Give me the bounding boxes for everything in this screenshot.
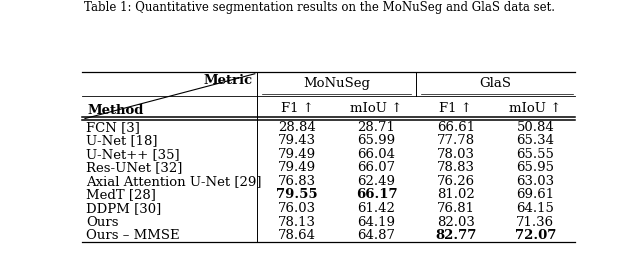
Text: 76.03: 76.03	[278, 202, 316, 215]
Text: 64.19: 64.19	[358, 216, 396, 229]
Text: Ours: Ours	[86, 216, 119, 229]
Text: Method: Method	[88, 104, 144, 117]
Text: 82.03: 82.03	[437, 216, 475, 229]
Text: 71.36: 71.36	[516, 216, 554, 229]
Text: 81.02: 81.02	[437, 188, 475, 201]
Text: 28.84: 28.84	[278, 121, 316, 134]
Text: 78.83: 78.83	[437, 161, 475, 175]
Text: 78.13: 78.13	[278, 216, 316, 229]
Text: F1 ↑: F1 ↑	[440, 102, 472, 115]
Text: 76.83: 76.83	[278, 175, 316, 188]
Text: 65.34: 65.34	[516, 134, 554, 147]
Text: MoNuSeg: MoNuSeg	[303, 77, 371, 90]
Text: mIoU ↑: mIoU ↑	[509, 102, 561, 115]
Text: 79.55: 79.55	[276, 188, 318, 201]
Text: 65.55: 65.55	[516, 148, 554, 161]
Text: 63.03: 63.03	[516, 175, 554, 188]
Text: F1 ↑: F1 ↑	[280, 102, 314, 115]
Text: 78.03: 78.03	[437, 148, 475, 161]
Text: Metric: Metric	[204, 74, 252, 87]
Text: 66.07: 66.07	[357, 161, 396, 175]
Text: U-Net++ [35]: U-Net++ [35]	[86, 148, 180, 161]
Text: 61.42: 61.42	[358, 202, 396, 215]
Text: 72.07: 72.07	[515, 229, 556, 242]
Text: 65.95: 65.95	[516, 161, 554, 175]
Text: Ours – MMSE: Ours – MMSE	[86, 229, 180, 242]
Text: mIoU ↑: mIoU ↑	[350, 102, 403, 115]
Text: 77.78: 77.78	[437, 134, 475, 147]
Text: 66.17: 66.17	[356, 188, 397, 201]
Text: U-Net [18]: U-Net [18]	[86, 134, 158, 147]
Text: FCN [3]: FCN [3]	[86, 121, 140, 134]
Text: GlaS: GlaS	[479, 77, 511, 90]
Text: 66.04: 66.04	[358, 148, 396, 161]
Text: 82.77: 82.77	[435, 229, 477, 242]
Text: 79.43: 79.43	[278, 134, 316, 147]
Text: 69.61: 69.61	[516, 188, 554, 201]
Text: Axial Attention U-Net [29]: Axial Attention U-Net [29]	[86, 175, 262, 188]
Text: 78.64: 78.64	[278, 229, 316, 242]
Text: 79.49: 79.49	[278, 148, 316, 161]
Text: 62.49: 62.49	[358, 175, 396, 188]
Text: 66.61: 66.61	[437, 121, 475, 134]
Text: 64.15: 64.15	[516, 202, 554, 215]
Text: MedT [28]: MedT [28]	[86, 188, 156, 201]
Text: 64.87: 64.87	[358, 229, 396, 242]
Text: 50.84: 50.84	[516, 121, 554, 134]
Text: DDPM [30]: DDPM [30]	[86, 202, 162, 215]
Text: 28.71: 28.71	[358, 121, 396, 134]
Text: 65.99: 65.99	[357, 134, 396, 147]
Text: Table 1: Quantitative segmentation results on the MoNuSeg and GlaS data set.: Table 1: Quantitative segmentation resul…	[84, 1, 556, 14]
Text: 76.81: 76.81	[437, 202, 475, 215]
Text: 79.49: 79.49	[278, 161, 316, 175]
Text: 76.26: 76.26	[437, 175, 475, 188]
Text: Res-UNet [32]: Res-UNet [32]	[86, 161, 183, 175]
